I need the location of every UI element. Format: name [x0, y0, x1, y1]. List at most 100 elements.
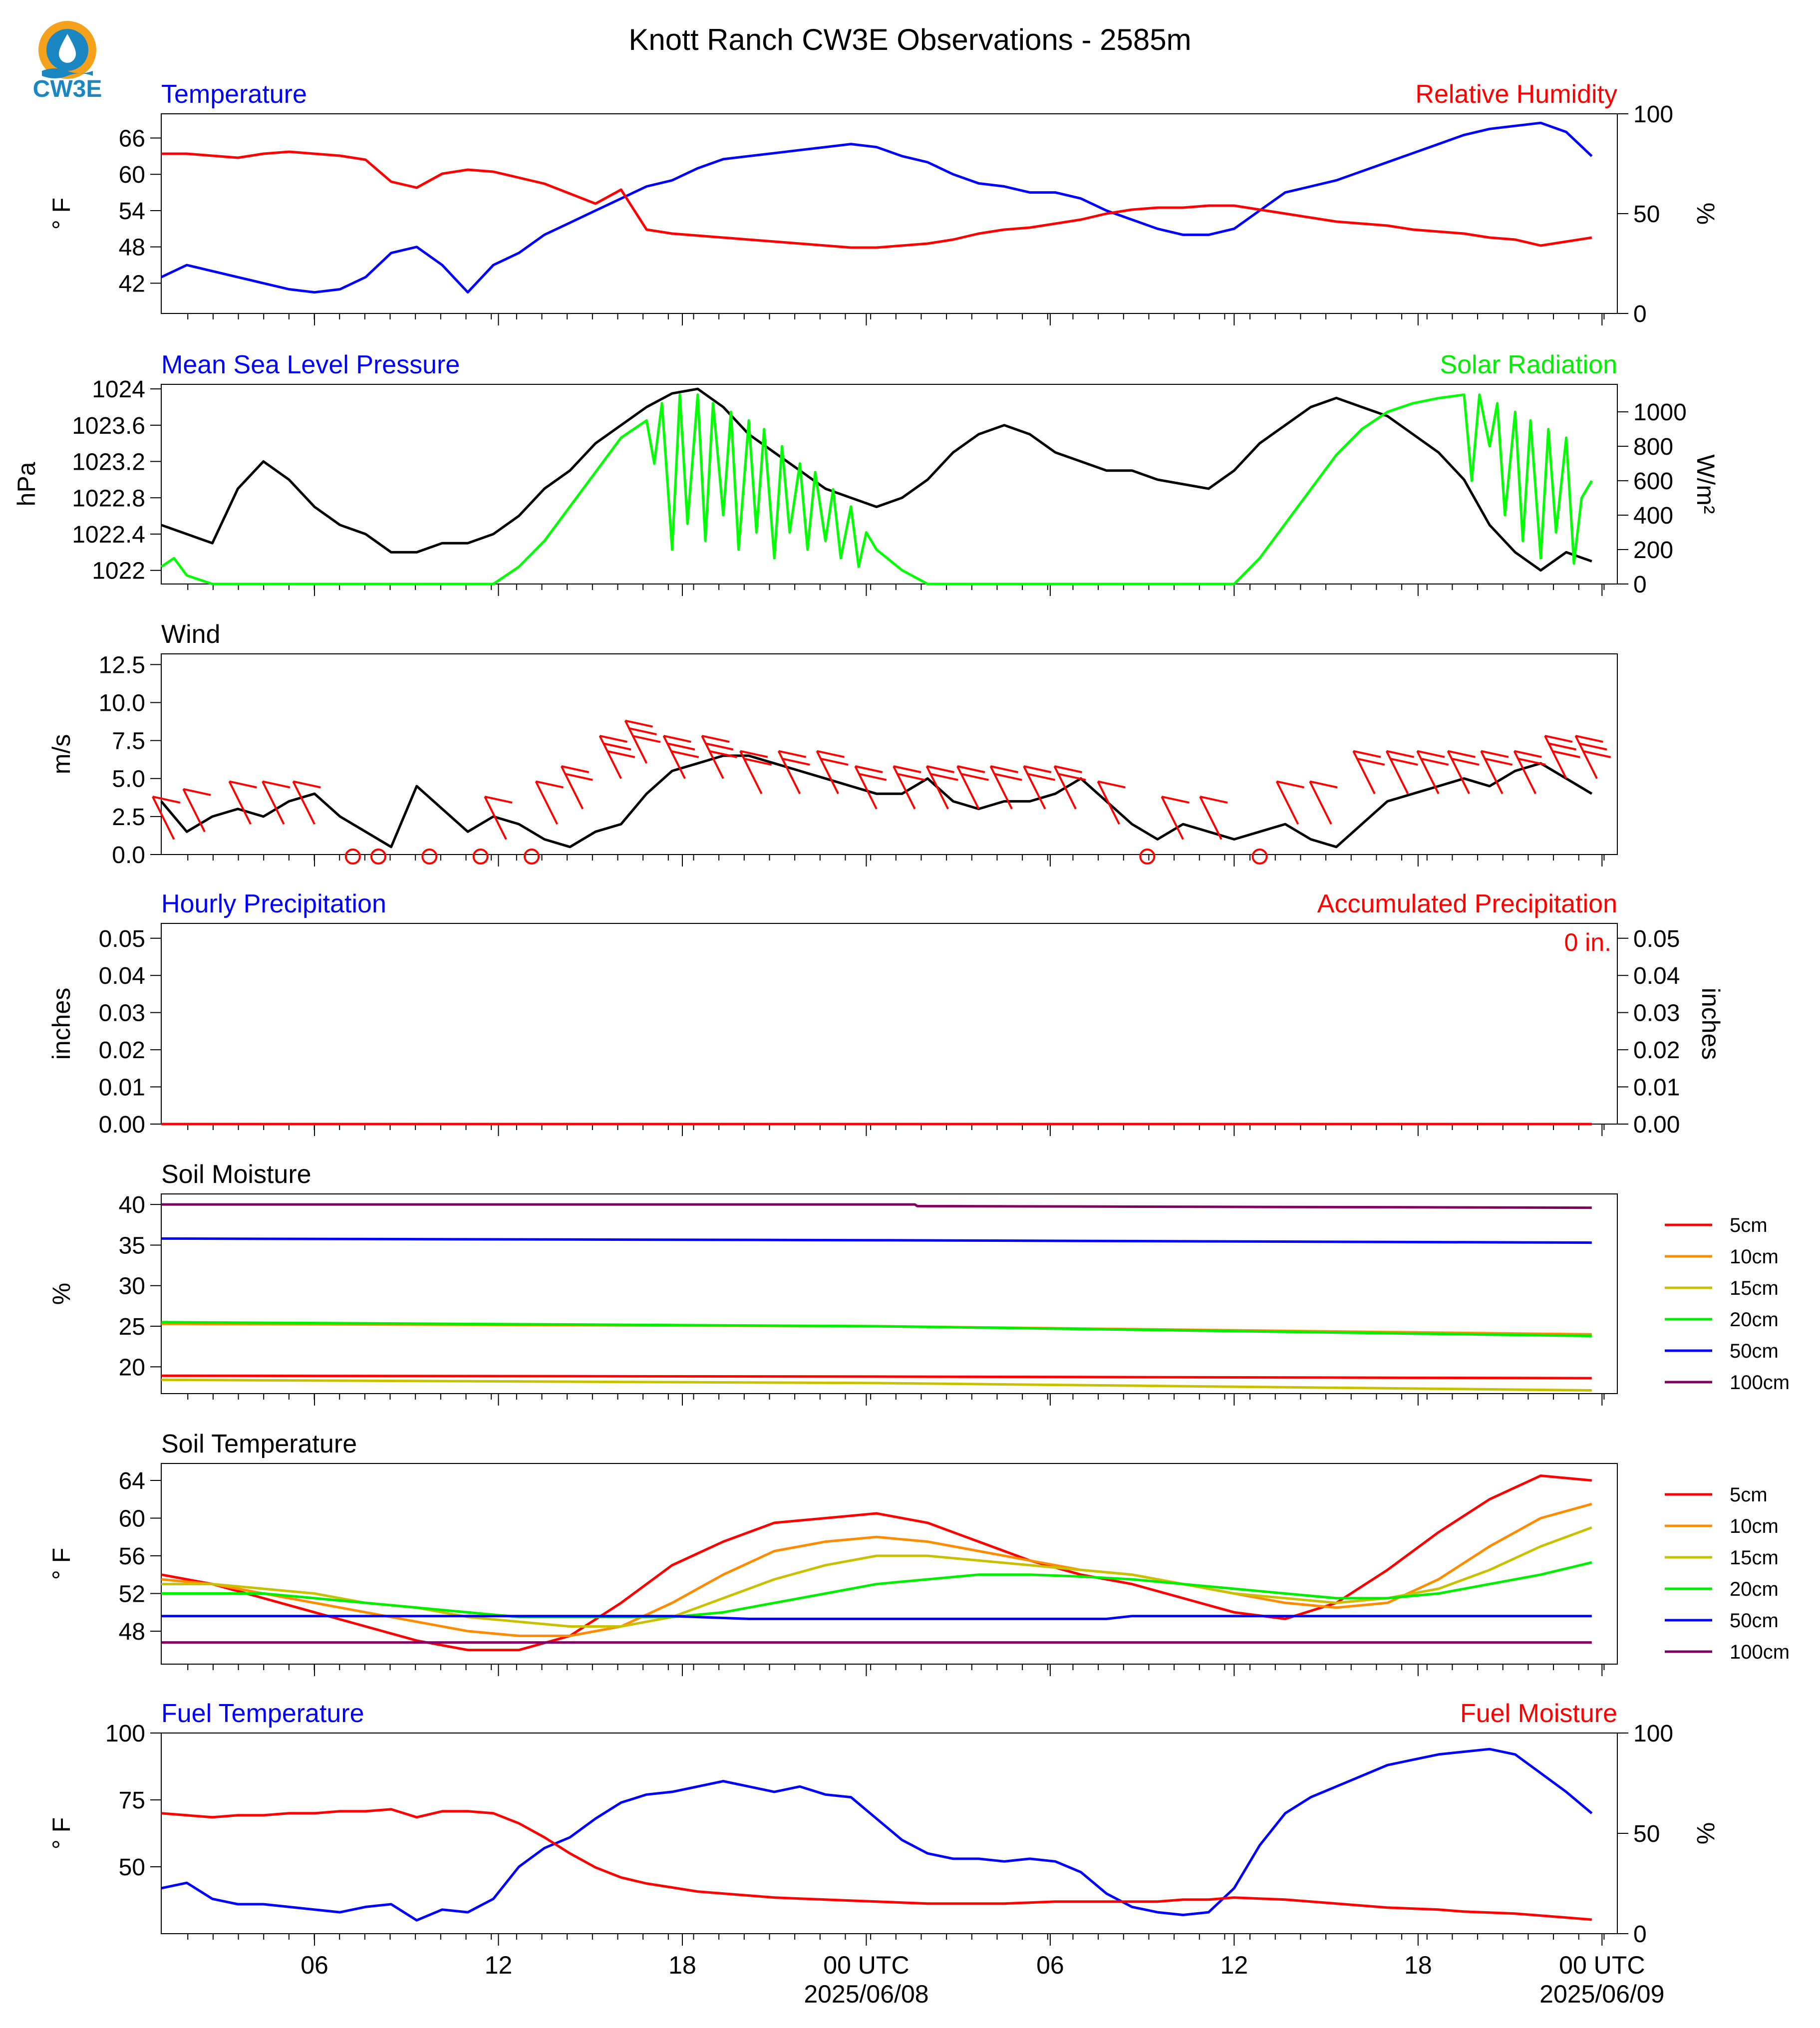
wind-barb-flag [1481, 750, 1509, 758]
panel-precip-ytick-label: 0.01 [99, 1075, 145, 1101]
panel-mslp_solar-ylabel: hPa [12, 462, 40, 506]
panel-soil_moisture-frame [161, 1193, 1618, 1394]
wind-barb-staff [989, 766, 1013, 810]
wind-barb-staff [484, 796, 507, 840]
panel-temp_rh-ylabel: ° F [47, 198, 75, 230]
panel-soil_temp-legend-label: 5cm [1730, 1484, 1768, 1506]
panel-soil_temp-series-20cm [161, 1561, 1592, 1619]
wind-barb-staff [560, 766, 584, 810]
panel-precip-frame [161, 923, 1618, 1125]
wind-barb-staff [292, 781, 315, 825]
panel-soil_moisture-legend-label: 10cm [1730, 1246, 1779, 1268]
wind-barb-flag [701, 735, 730, 743]
wind-barb-flag [1023, 765, 1052, 774]
panel-mslp_solar-right-title: Solar Radiation [1440, 350, 1617, 379]
logo-wave-icon [42, 68, 93, 78]
wind-barb-calm [421, 849, 438, 865]
wind-barb-flag [957, 765, 985, 774]
wind-barb-flag [1544, 735, 1573, 743]
panel-temp_rh-series-relative-humidity [161, 150, 1592, 249]
wind-barb-flag [930, 773, 958, 781]
panel-mslp_solar-ytick-label: 1023.6 [72, 413, 145, 439]
panel-soil_temp-legend-label: 20cm [1730, 1578, 1779, 1600]
wind-barb-staff [662, 735, 686, 779]
panel-mslp_solar-y2tick-label: 0 [1633, 572, 1647, 598]
wind-barb-flag [1058, 773, 1086, 781]
wind-barb-flag [607, 750, 635, 758]
wind-barb-flag [1575, 735, 1603, 743]
panel-precip-y2tick-label: 0.00 [1633, 1112, 1680, 1138]
panel-wind-series-wind [160, 754, 1593, 849]
panel-mslp_solar-y2label: W/m² [1692, 454, 1720, 514]
wind-barb-flag [1027, 773, 1056, 781]
x-tick-label: 06 [1036, 1951, 1064, 1979]
panel-soil_moisture-legend-label: 5cm [1730, 1214, 1768, 1236]
wind-barb-flag [859, 773, 887, 781]
wind-barb-staff [152, 796, 175, 840]
panel-fuel-ytick-label: 100 [105, 1721, 145, 1747]
wind-barb-staff [701, 735, 724, 779]
wind-barb-staff [777, 750, 801, 795]
wind-barb-staff [1480, 750, 1504, 795]
wind-barb-flag [990, 765, 1018, 774]
panel-soil_temp-legend-label: 15cm [1730, 1547, 1779, 1569]
panel-temp_rh-y2tick-label: 50 [1633, 201, 1660, 228]
wind-barb-flag [816, 750, 845, 758]
panel-soil_moisture-series-15cm [161, 1378, 1592, 1392]
panel-fuel-left-title: Fuel Temperature [161, 1699, 364, 1728]
panel-mslp_solar-y2tick-label: 200 [1633, 537, 1673, 564]
panel-wind-frame [161, 653, 1618, 855]
wind-barb-staff [893, 766, 916, 810]
panel-soil_moisture-series-50cm [161, 1237, 1592, 1244]
wind-barb-flag [628, 727, 657, 736]
wind-barb-flag [1357, 758, 1385, 766]
panel-soil_moisture-ytick-label: 30 [119, 1273, 145, 1300]
wind-barb-flag [667, 742, 695, 751]
wind-barb-flag [625, 719, 653, 728]
panel-temp_rh-ytick-label: 60 [119, 162, 145, 188]
wind-barb-flag [893, 765, 921, 774]
wind-barb-flag [926, 765, 954, 774]
wind-barb-staff [1053, 766, 1077, 810]
x-tick-label: 18 [1404, 1951, 1432, 1979]
wind-barb-calm [472, 849, 489, 865]
panel-soil_temp-ytick-label: 56 [119, 1543, 145, 1570]
wind-barb-calm [344, 849, 361, 865]
panel-mslp_solar-left-title: Mean Sea Level Pressure [161, 350, 460, 379]
panel-temp_rh-right-title: Relative Humidity [1415, 80, 1617, 109]
panel-mslp_solar-ytick-label: 1022.8 [72, 485, 145, 512]
wind-barb-staff [739, 750, 763, 795]
panel-precip-y2tick-label: 0.01 [1633, 1075, 1680, 1101]
panel-soil_moisture-ytick-label: 20 [119, 1354, 145, 1381]
wind-barb-flag [565, 773, 593, 781]
wind-barb-flag [740, 750, 768, 758]
panel-temp_rh-y2tick-label: 100 [1633, 101, 1673, 128]
panel-fuel-series-fuel-moisture [161, 1808, 1592, 1921]
panel-precip-right-title: Accumulated Precipitation [1317, 889, 1617, 918]
panel-temp_rh-y2label: % [1692, 203, 1720, 225]
wind-barb-flag [1276, 780, 1304, 789]
wind-barb-flag [1161, 796, 1190, 804]
panel-fuel-y2tick-label: 50 [1633, 1821, 1660, 1847]
wind-barb-flag [782, 758, 810, 766]
wind-barb-flag [632, 735, 661, 743]
wind-barb-flag [1200, 796, 1228, 804]
panel-soil_temp-frame [161, 1463, 1618, 1665]
panel-soil_moisture-legend-label: 50cm [1730, 1340, 1779, 1362]
panel-wind-ytick-label: 12.5 [99, 652, 145, 678]
panel-fuel-y2label: % [1692, 1822, 1720, 1844]
panel-mslp_solar-ytick-label: 1022.4 [72, 522, 145, 548]
wind-barb-staff [816, 750, 839, 795]
panel-soil_temp-series-10cm [161, 1502, 1592, 1637]
wind-barb-flag [1353, 750, 1381, 758]
x-date-label: 2025/06/09 [1539, 1980, 1664, 2008]
wind-barb-flag [709, 750, 737, 758]
panel-precip-ylabel: inches [47, 988, 75, 1060]
wind-barb-flag [671, 750, 699, 758]
panel-precip-y2tick-label: 0.05 [1633, 926, 1680, 952]
wind-barb-flag [536, 780, 564, 789]
panel-precip-ytick-label: 0.02 [99, 1037, 145, 1064]
wind-barb-flag [1579, 742, 1607, 751]
